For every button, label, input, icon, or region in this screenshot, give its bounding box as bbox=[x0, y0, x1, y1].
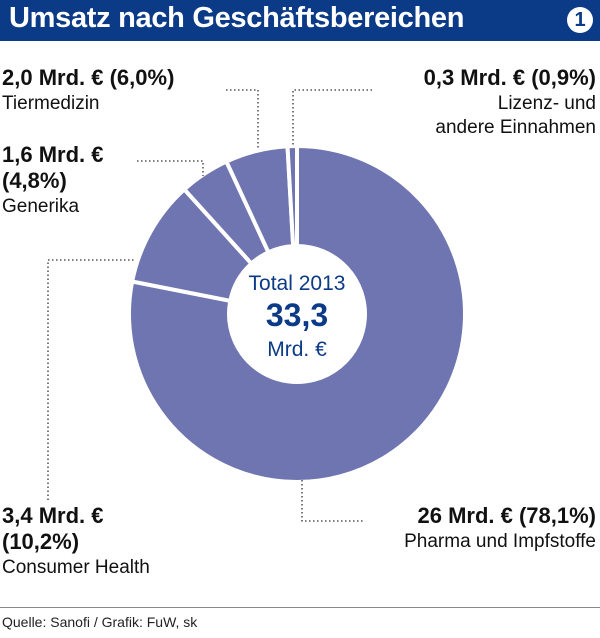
center-value: 33,3 bbox=[266, 297, 328, 333]
leader-line-consumer bbox=[47, 259, 136, 500]
chart-title: Umsatz nach Geschäftsbereichen bbox=[9, 2, 465, 34]
title-bar: Umsatz nach Geschäftsbereichen 1 bbox=[0, 0, 600, 41]
slice-lizenz-und-andere-einnahmen bbox=[285, 143, 299, 249]
source-note: Quelle: Sanofi / Grafik: FuW, sk bbox=[2, 614, 198, 630]
center-label-total: Total 2013 bbox=[249, 272, 346, 295]
label-lizenz: 0,3 Mrd. € (0,9%) Lizenz- und andere Ein… bbox=[423, 65, 596, 139]
leader-lines bbox=[47, 89, 372, 522]
label-consumer-health: 3,4 Mrd. € (10,2%) Consumer Health bbox=[2, 503, 150, 579]
figure-number-badge: 1 bbox=[567, 7, 593, 33]
leader-line-lizenz bbox=[292, 89, 372, 146]
center-unit: Mrd. € bbox=[267, 338, 327, 361]
label-tiermedizin: 2,0 Mrd. € (6,0%) Tiermedizin bbox=[2, 65, 175, 115]
slice-pharma-und-impfstoffe bbox=[127, 143, 467, 484]
leader-line-pharma bbox=[301, 480, 364, 522]
divider bbox=[0, 607, 600, 608]
label-generika: 1,6 Mrd. € (4,8%) Generika bbox=[2, 142, 104, 218]
leader-line-tiermedizin bbox=[226, 89, 259, 150]
label-pharma: 26 Mrd. € (78,1%) Pharma und Impfstoffe bbox=[404, 503, 596, 553]
leader-line-generika bbox=[137, 160, 204, 176]
